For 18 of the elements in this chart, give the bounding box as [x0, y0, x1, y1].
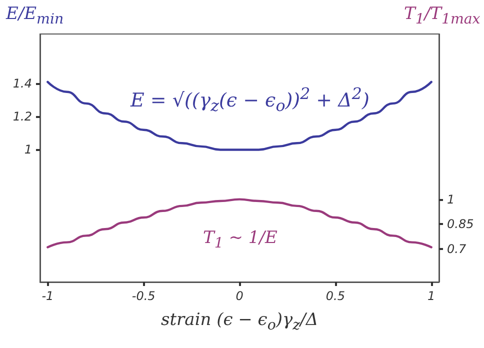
annotation: T$_{1}$ ~ 1/E [203, 228, 278, 252]
y-tick-label: 1 [24, 142, 32, 157]
x-axis-title: strain (ϵ − ϵ$_{o}$)γ$_{z}$/Δ [161, 310, 318, 334]
y2-axis-title: T$_{1}$/T$_{1max}$ [404, 4, 480, 28]
y-tick-label: 1.2 [12, 110, 32, 124]
x-tick-label: 0 [236, 289, 244, 303]
x-tick-label: -1 [42, 289, 54, 303]
text: E = √((γ$_{z}$(ϵ − ϵ$_{o}$))$^{2}$ + Δ$^{2}$) [130, 84, 370, 116]
x-tick-label: -0.5 [132, 289, 156, 303]
y2-tick-label: 0.85 [447, 217, 474, 232]
y2-tick-label: 1 [447, 192, 455, 206]
line-series [46, 198, 432, 248]
y-axis-title: E/E$_{min}$ [6, 4, 64, 28]
x-tick-label: 0.5 [326, 289, 345, 303]
x-tick-label: 1 [428, 289, 436, 303]
y2-tick-label: 0.7 [447, 242, 466, 256]
y-tick-label: 1.4 [12, 76, 32, 91]
line-series [46, 80, 432, 151]
